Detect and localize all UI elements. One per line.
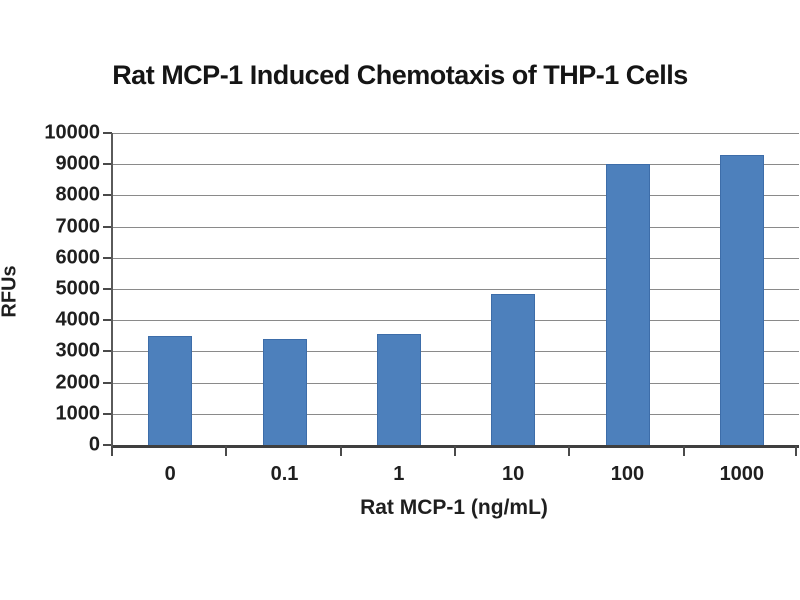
gridline-1000 [113, 413, 799, 415]
x-tick-label-0.1: 0.1 [270, 463, 299, 485]
gridline-2000 [113, 382, 799, 384]
y-tick-mark-0 [103, 444, 112, 446]
x-axis-title: Rat MCP-1 (ng/mL) [360, 496, 548, 519]
y-tick-label-8000: 8000 [55, 183, 101, 206]
x-tick-label-0: 0 [164, 463, 176, 485]
y-tick-label-9000: 9000 [55, 152, 101, 175]
x-tick-mark-1 [225, 446, 228, 456]
gridline-6000 [113, 257, 799, 259]
y-tick-mark-2000 [103, 381, 112, 384]
y-tick-mark-5000 [103, 288, 112, 290]
x-tick-mark-6 [795, 446, 797, 456]
x-tick-mark-2 [339, 446, 342, 456]
bar-10 [491, 293, 536, 445]
x-tick-mark-4 [568, 446, 571, 456]
bar-100 [605, 164, 650, 445]
y-tick-mark-6000 [103, 256, 112, 259]
gridline-4000 [113, 320, 799, 322]
y-tick-mark-10000 [103, 132, 112, 134]
x-tick-mark-5 [682, 446, 685, 456]
y-tick-label-7000: 7000 [55, 215, 101, 238]
plot-area [111, 133, 799, 448]
bar-0 [148, 335, 193, 445]
y-tick-label-4000: 4000 [55, 308, 101, 331]
y-tick-label-6000: 6000 [55, 246, 101, 269]
bar-0.1 [262, 338, 307, 445]
x-tick-label-10: 10 [502, 463, 525, 485]
bar-1 [376, 334, 421, 445]
y-tick-label-10000: 10000 [44, 121, 100, 144]
chart-title: Rat MCP-1 Induced Chemotaxis of THP-1 Ce… [112, 60, 688, 90]
y-tick-label-5000: 5000 [55, 277, 101, 300]
x-tick-label-1: 1 [393, 463, 405, 485]
y-tick-label-3000: 3000 [55, 339, 101, 362]
bar-1000 [719, 154, 764, 445]
y-tick-mark-7000 [103, 225, 112, 228]
gridline-7000 [113, 226, 799, 228]
y-axis-tick-labels: 0 1000 2000 3000 4000 5000 6000 7000 8000 9000 100… [0, 122, 101, 456]
x-tick-label-100: 100 [610, 463, 645, 485]
x-tick-mark-3 [454, 446, 456, 456]
y-tick-mark-8000 [103, 194, 112, 197]
y-tick-label-2000: 2000 [55, 371, 101, 394]
y-axis-tick-marks [103, 132, 112, 446]
y-tick-label-1000: 1000 [55, 402, 101, 425]
gridline-8000 [113, 195, 799, 197]
y-tick-mark-9000 [103, 163, 112, 166]
gridline-9000 [113, 164, 799, 166]
y-tick-label-0: 0 [88, 433, 100, 456]
gridline-3000 [113, 351, 799, 353]
x-tick-label-1000: 1000 [719, 463, 765, 485]
y-tick-mark-4000 [103, 319, 112, 322]
gridline-10000 [113, 133, 799, 134]
x-tick-mark-0 [111, 446, 113, 456]
y-tick-mark-3000 [103, 350, 112, 353]
x-axis-tick-marks [111, 446, 799, 456]
x-axis-tick-labels: 0 0.1 1 10 100 1000 [113, 463, 799, 489]
y-tick-mark-1000 [103, 412, 112, 415]
gridline-5000 [113, 289, 799, 290]
